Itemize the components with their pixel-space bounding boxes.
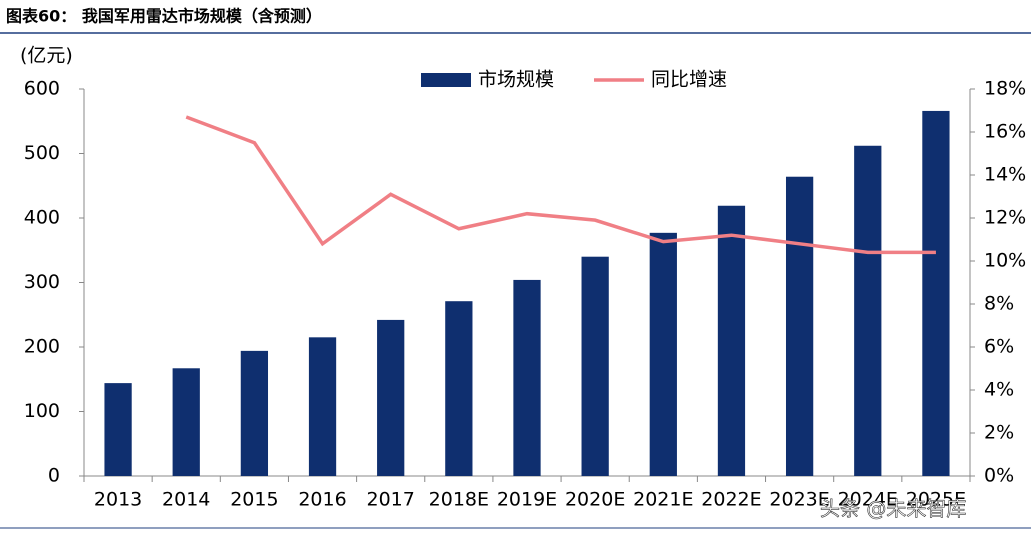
y2-tick-label: 6% xyxy=(984,336,1014,358)
y-tick-label: 600 xyxy=(24,78,60,100)
x-tick-label: 2024E xyxy=(838,489,898,511)
y-tick-label: 300 xyxy=(24,271,60,293)
x-tick-label: 2025E xyxy=(906,489,966,511)
bar xyxy=(377,319,405,476)
y2-tick-label: 4% xyxy=(984,379,1014,401)
legend-label: 市场规模 xyxy=(478,69,554,91)
bar xyxy=(581,256,609,476)
y-tick-label: 100 xyxy=(24,400,60,422)
y2-tick-label: 8% xyxy=(984,293,1014,315)
y-tick-label: 0 xyxy=(48,465,60,487)
x-tick-label: 2021E xyxy=(633,489,693,511)
x-tick-label: 2022E xyxy=(701,489,761,511)
y2-tick-label: 16% xyxy=(984,121,1026,143)
y2-tick-label: 18% xyxy=(984,78,1026,100)
bar xyxy=(445,301,473,476)
bar xyxy=(922,110,950,477)
watermark: 头条 @未来智库 xyxy=(820,497,966,521)
y2-tick-label: 0% xyxy=(984,465,1014,487)
y2-tick-label: 2% xyxy=(984,422,1014,444)
x-tick-label: 2013 xyxy=(94,489,142,511)
bar xyxy=(649,232,677,476)
legend-label: 同比增速 xyxy=(651,69,727,91)
x-tick-label: 2015 xyxy=(230,489,278,511)
bar xyxy=(172,368,200,476)
line xyxy=(185,115,936,255)
y-tick-label: 400 xyxy=(24,207,60,229)
x-tick-label: 2018E xyxy=(429,489,489,511)
x-tick-label: 2017 xyxy=(367,489,415,511)
bar xyxy=(104,383,132,476)
x-tick-label: 2016 xyxy=(298,489,346,511)
bar xyxy=(308,337,337,476)
x-tick-label: 2023E xyxy=(769,489,829,511)
bar xyxy=(717,205,746,476)
x-tick-label: 2020E xyxy=(565,489,625,511)
y-tick-label: 200 xyxy=(24,336,60,358)
bar xyxy=(785,176,814,476)
y-tick-label: 500 xyxy=(24,142,60,164)
y2-tick-label: 14% xyxy=(984,164,1026,186)
bar xyxy=(513,279,541,476)
bar xyxy=(854,145,882,476)
y-axis-label: (亿元) xyxy=(20,45,73,67)
y2-tick-label: 10% xyxy=(984,250,1026,272)
legend-swatch xyxy=(421,73,471,87)
y2-tick-label: 12% xyxy=(984,207,1026,229)
bar xyxy=(240,350,269,476)
x-tick-label: 2019E xyxy=(497,489,557,511)
title: 图表60： 我国军用雷达市场规模（含预测） xyxy=(6,7,322,26)
x-tick-label: 2014 xyxy=(162,489,210,511)
